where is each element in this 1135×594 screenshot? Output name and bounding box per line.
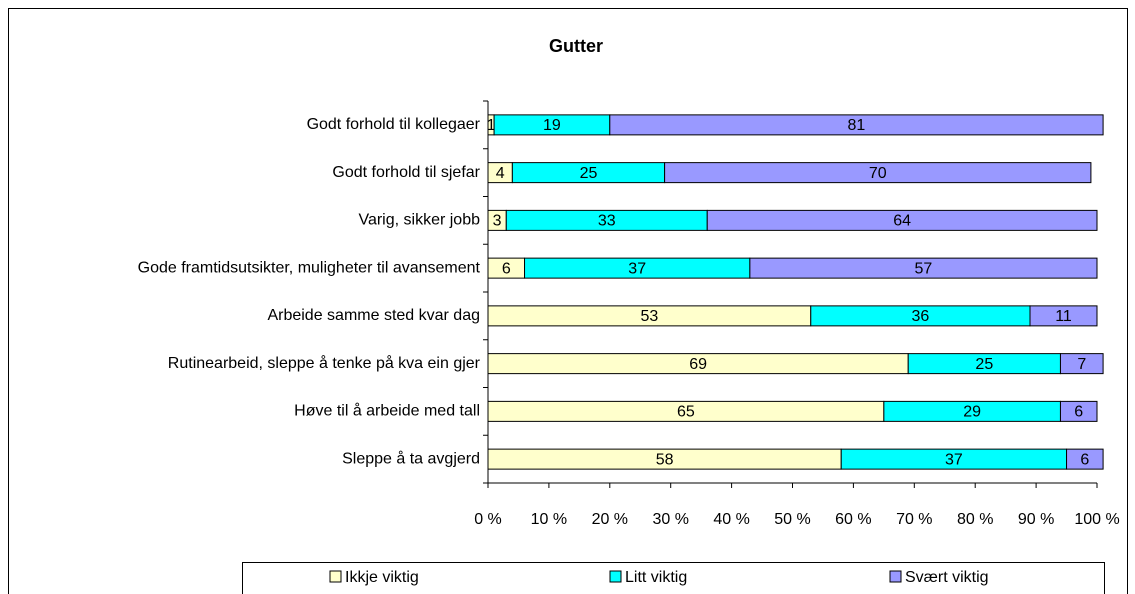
data-label: 36	[911, 308, 929, 325]
data-label: 65	[677, 404, 695, 421]
x-tick-label: 50 %	[774, 511, 810, 528]
x-tick-label: 60 %	[835, 511, 871, 528]
x-tick-label: 0 %	[474, 511, 502, 528]
category-label: Gode framtidsutsikter, muligheter til av…	[138, 259, 481, 276]
data-label: 1	[487, 117, 496, 134]
bar-segment	[1066, 448, 1104, 470]
data-label: 3	[493, 213, 502, 230]
data-label: 64	[893, 213, 911, 230]
category-label: Varig, sikker jobb	[358, 212, 480, 229]
bar-segment	[749, 257, 1098, 279]
category-label: Godt forhold til sjefar	[332, 164, 480, 181]
category-label: Arbeide samme sted kvar dag	[267, 307, 480, 324]
bar-segment	[609, 114, 1104, 136]
category-label: Rutinearbeid, sleppe å tenke på kva ein …	[168, 354, 481, 372]
data-label: 37	[628, 260, 646, 277]
data-label: 6	[1080, 451, 1089, 468]
legend-label: Litt viktig	[625, 569, 687, 586]
data-label: 6	[1074, 404, 1083, 421]
data-label: 19	[543, 117, 561, 134]
bar-segment	[1059, 353, 1104, 375]
x-tick-label: 80 %	[957, 511, 993, 528]
legend-box	[242, 562, 1105, 594]
legend-label: Ikkje viktig	[345, 569, 419, 586]
data-label: 58	[656, 451, 674, 468]
data-label: 4	[496, 165, 505, 182]
chart-title: Gutter	[549, 36, 603, 56]
category-label: Sleppe å ta avgjerd	[342, 449, 480, 467]
legend-swatch	[889, 570, 902, 583]
bar-segment	[706, 209, 1098, 231]
data-label: 11	[1055, 308, 1072, 325]
bar-segment	[1059, 400, 1098, 422]
data-label: 29	[963, 404, 981, 421]
data-label: 57	[915, 260, 933, 277]
data-label: 25	[580, 165, 598, 182]
data-label: 70	[869, 165, 887, 182]
x-tick-label: 90 %	[1018, 511, 1054, 528]
legend-swatch	[609, 570, 622, 583]
data-label: 25	[975, 356, 993, 373]
x-tick-label: 30 %	[652, 511, 688, 528]
x-tick-label: 10 %	[531, 511, 567, 528]
legend-label: Svært viktig	[905, 569, 989, 586]
data-label: 37	[945, 451, 963, 468]
data-label: 69	[689, 356, 707, 373]
x-tick-label: 40 %	[713, 511, 749, 528]
data-label: 81	[848, 117, 866, 134]
x-tick-label: 70 %	[896, 511, 932, 528]
category-label: Høve til å arbeide med tall	[294, 402, 480, 420]
bar-segment	[664, 162, 1092, 184]
category-label: Godt forhold til kollegaer	[307, 116, 481, 133]
chart-frame	[8, 8, 1128, 594]
data-label: 7	[1077, 356, 1086, 373]
x-tick-label: 100 %	[1074, 511, 1119, 528]
x-tick-label: 20 %	[592, 511, 628, 528]
bar-segment	[1029, 305, 1098, 327]
data-label: 53	[640, 308, 658, 325]
legend-swatch	[329, 570, 342, 583]
data-label: 6	[502, 260, 511, 277]
data-label: 33	[598, 213, 616, 230]
